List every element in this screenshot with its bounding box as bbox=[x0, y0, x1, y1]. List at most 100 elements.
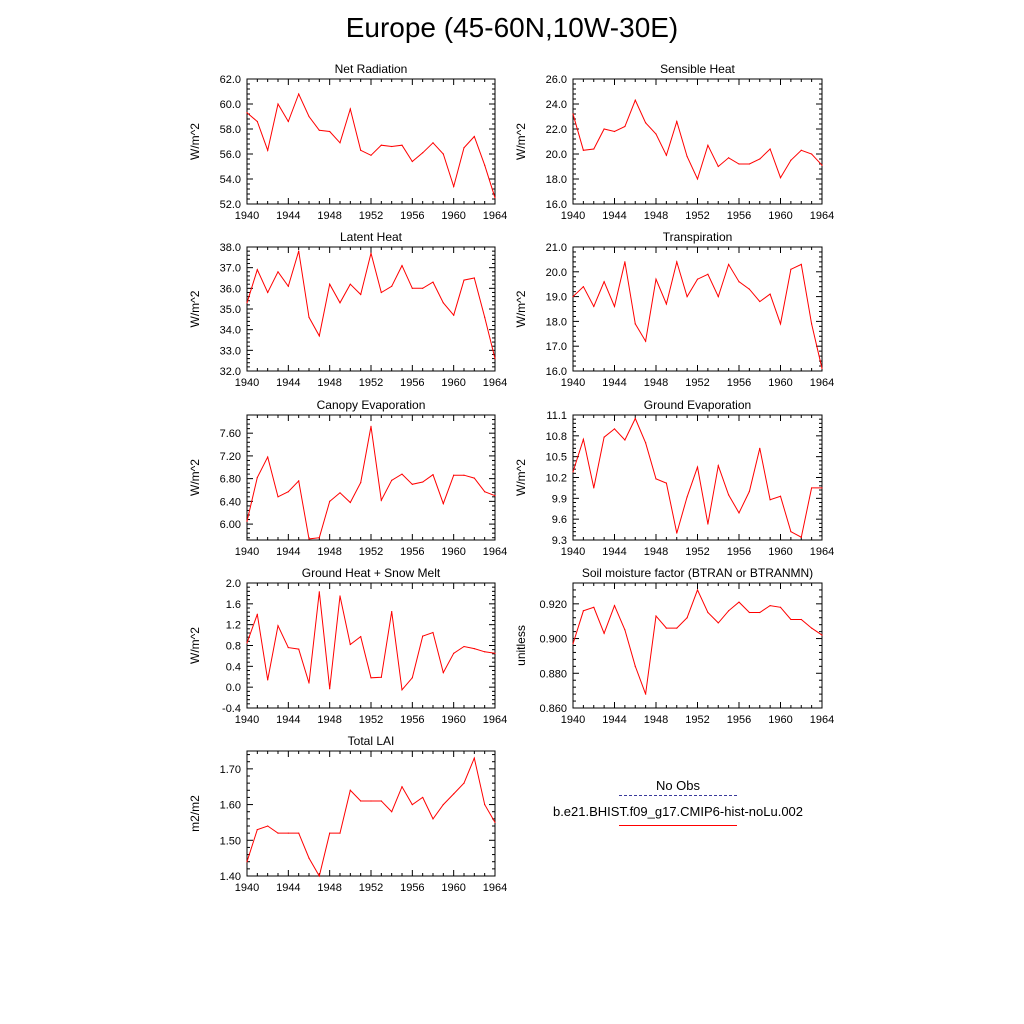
data-point bbox=[634, 99, 636, 101]
y-tick-label: 1.50 bbox=[220, 835, 241, 847]
x-tick-label: 1952 bbox=[359, 714, 383, 726]
data-point bbox=[603, 281, 605, 283]
data-point bbox=[603, 128, 605, 130]
data-point bbox=[676, 120, 678, 123]
data-point bbox=[463, 147, 465, 149]
y-axis-label: W/m^2 bbox=[514, 459, 528, 496]
data-point bbox=[277, 103, 279, 105]
y-tick-label: 1.6 bbox=[226, 599, 241, 611]
data-point bbox=[779, 177, 782, 179]
data-point bbox=[728, 494, 730, 496]
data-point bbox=[318, 129, 320, 131]
data-point bbox=[717, 622, 719, 624]
y-axis-label: W/m^2 bbox=[188, 290, 202, 327]
data-point bbox=[422, 287, 424, 289]
data-point bbox=[422, 152, 424, 154]
plot-frame bbox=[246, 78, 496, 205]
panel-title: Canopy Evaporation bbox=[317, 398, 426, 412]
y-tick-label: 18.0 bbox=[546, 316, 567, 328]
x-tick-label: 1960 bbox=[768, 377, 792, 389]
data-point bbox=[779, 323, 782, 325]
data-point bbox=[329, 130, 331, 133]
data-point bbox=[339, 302, 341, 304]
x-tick-label: 1956 bbox=[727, 714, 751, 726]
data-point bbox=[593, 305, 595, 308]
panel-1: 1940 1944 1948 1952 1956 1960 1964 16.0 18.0 20.0… bbox=[514, 62, 834, 222]
y-tick-label: 0.880 bbox=[539, 668, 567, 680]
x-tick-label: 1940 bbox=[235, 546, 259, 558]
data-point bbox=[769, 293, 771, 295]
x-tick-label: 1948 bbox=[317, 714, 341, 726]
x-tick-label: 1940 bbox=[235, 210, 259, 222]
data-point bbox=[728, 157, 730, 159]
data-point bbox=[287, 285, 289, 287]
series-line bbox=[246, 591, 496, 691]
panel-title: Total LAI bbox=[348, 734, 395, 748]
series-line bbox=[572, 588, 823, 695]
data-point bbox=[256, 613, 258, 615]
data-point bbox=[707, 611, 709, 614]
data-point bbox=[748, 490, 750, 492]
data-point bbox=[380, 144, 382, 146]
data-point bbox=[613, 604, 616, 607]
y-tick-label: 38.0 bbox=[220, 242, 241, 254]
data-point bbox=[624, 261, 626, 263]
x-tick-label: 1960 bbox=[441, 210, 465, 222]
data-point bbox=[665, 482, 667, 484]
data-point bbox=[748, 163, 750, 165]
data-point bbox=[401, 144, 403, 146]
x-tick-label: 1964 bbox=[483, 882, 507, 894]
data-point bbox=[463, 279, 465, 281]
data-point bbox=[473, 648, 475, 650]
plot-frame bbox=[246, 414, 496, 541]
data-point bbox=[349, 501, 351, 504]
y-tick-label: 10.2 bbox=[546, 473, 567, 485]
data-point bbox=[463, 474, 465, 476]
data-point bbox=[800, 149, 802, 151]
y-tick-label: 10.5 bbox=[546, 452, 567, 464]
data-point bbox=[748, 288, 750, 290]
data-point bbox=[484, 803, 486, 806]
data-point bbox=[256, 476, 258, 479]
data-point bbox=[432, 818, 434, 820]
x-tick-label: 1944 bbox=[602, 714, 626, 726]
y-tick-label: 1.2 bbox=[226, 620, 241, 632]
data-point bbox=[707, 144, 709, 146]
data-point bbox=[634, 417, 636, 420]
y-tick-label: 52.0 bbox=[220, 199, 241, 211]
data-point bbox=[339, 832, 341, 834]
data-point bbox=[593, 148, 595, 150]
data-point bbox=[800, 536, 802, 538]
y-axis-label: W/m^2 bbox=[188, 627, 202, 664]
y-tick-label: 24.0 bbox=[546, 99, 567, 111]
y-tick-label: 62.0 bbox=[220, 74, 241, 86]
x-tick-label: 1944 bbox=[602, 210, 626, 222]
data-point bbox=[707, 523, 709, 525]
y-tick-label: 7.60 bbox=[220, 428, 241, 440]
data-point bbox=[339, 492, 341, 494]
data-point bbox=[246, 112, 248, 114]
data-point bbox=[484, 491, 486, 493]
data-point bbox=[308, 115, 310, 118]
y-tick-label: 0.900 bbox=[539, 634, 567, 646]
x-tick-label: 1944 bbox=[602, 377, 626, 389]
y-tick-label: 9.6 bbox=[552, 514, 567, 526]
x-tick-label: 1940 bbox=[561, 714, 585, 726]
panel-8: 1940 1944 1948 1952 1956 1960 1964 1.40 1.50 1.60… bbox=[188, 734, 507, 894]
data-point bbox=[267, 456, 269, 458]
y-tick-label: 1.40 bbox=[220, 871, 241, 883]
y-tick-label: 7.20 bbox=[220, 451, 241, 463]
data-point bbox=[821, 367, 823, 370]
data-point bbox=[256, 269, 258, 271]
x-tick-label: 1964 bbox=[483, 210, 507, 222]
data-point bbox=[582, 438, 584, 440]
data-point bbox=[360, 149, 362, 151]
data-point bbox=[717, 165, 719, 168]
x-tick-label: 1956 bbox=[400, 546, 424, 558]
series-line bbox=[572, 259, 823, 369]
data-point bbox=[572, 471, 574, 473]
data-point bbox=[370, 677, 372, 679]
data-point bbox=[370, 800, 372, 802]
data-point bbox=[484, 164, 486, 166]
x-tick-label: 1956 bbox=[400, 377, 424, 389]
